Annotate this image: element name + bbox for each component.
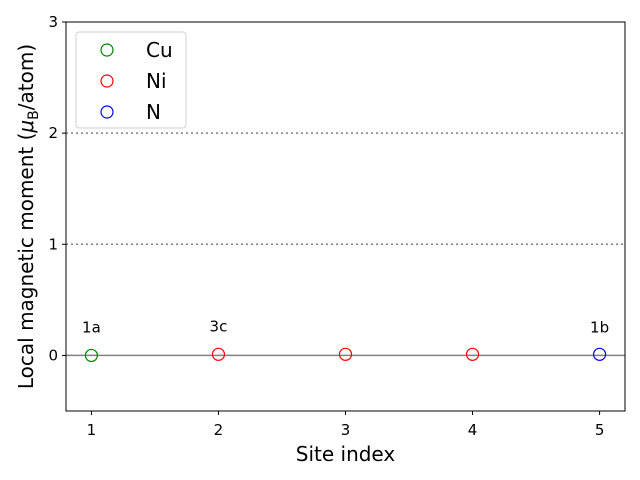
site-label-1a: 1a bbox=[82, 319, 101, 337]
x-tick-label-4: 4 bbox=[468, 421, 478, 439]
x-axis-label: Site index bbox=[296, 442, 396, 466]
legend-label-cu: Cu bbox=[146, 38, 173, 62]
reference-lines bbox=[66, 132, 625, 357]
point-ni-site-4 bbox=[465, 347, 480, 361]
legend-marker-ni bbox=[100, 74, 114, 88]
site-label-1b: 1b bbox=[590, 319, 609, 337]
site-label-3c: 3c bbox=[210, 318, 228, 336]
x-tick-label-2: 2 bbox=[214, 421, 224, 439]
point-cu-site-1 bbox=[84, 348, 99, 363]
point-ni-site-3 bbox=[338, 347, 353, 361]
data-points bbox=[84, 347, 607, 363]
y-tick-label-1: 1 bbox=[48, 235, 58, 253]
y-tick-label-3: 3 bbox=[48, 13, 58, 31]
axis-ticks: 1 2 3 4 5 0 1 2 3 bbox=[48, 13, 604, 439]
y-tick-label-2: 2 bbox=[48, 124, 58, 142]
y-axis-label-mu: μ bbox=[14, 120, 38, 134]
legend-box bbox=[75, 31, 187, 129]
legend-label-n: N bbox=[146, 100, 161, 124]
site-annotations: 1a 3c 1b bbox=[82, 318, 609, 337]
legend-marker-n bbox=[100, 105, 114, 119]
y-axis-label-tail: /atom) bbox=[14, 44, 38, 110]
point-ni-site-2 bbox=[211, 347, 226, 361]
y-axis-label: Local magnetic moment (μB/atom) bbox=[14, 44, 42, 389]
x-tick-label-3: 3 bbox=[341, 421, 351, 439]
legend-label-ni: Ni bbox=[146, 69, 167, 93]
y-axis-label-sub: B bbox=[26, 110, 42, 120]
y-tick-label-0: 0 bbox=[48, 346, 58, 364]
point-n-site-5 bbox=[592, 347, 607, 361]
x-tick-label-5: 5 bbox=[595, 421, 605, 439]
legend-marker-cu bbox=[100, 43, 114, 57]
y-axis-label-main: Local magnetic moment ( bbox=[14, 133, 38, 390]
legend: Cu Ni N bbox=[75, 31, 187, 129]
x-tick-label-1: 1 bbox=[87, 421, 97, 439]
